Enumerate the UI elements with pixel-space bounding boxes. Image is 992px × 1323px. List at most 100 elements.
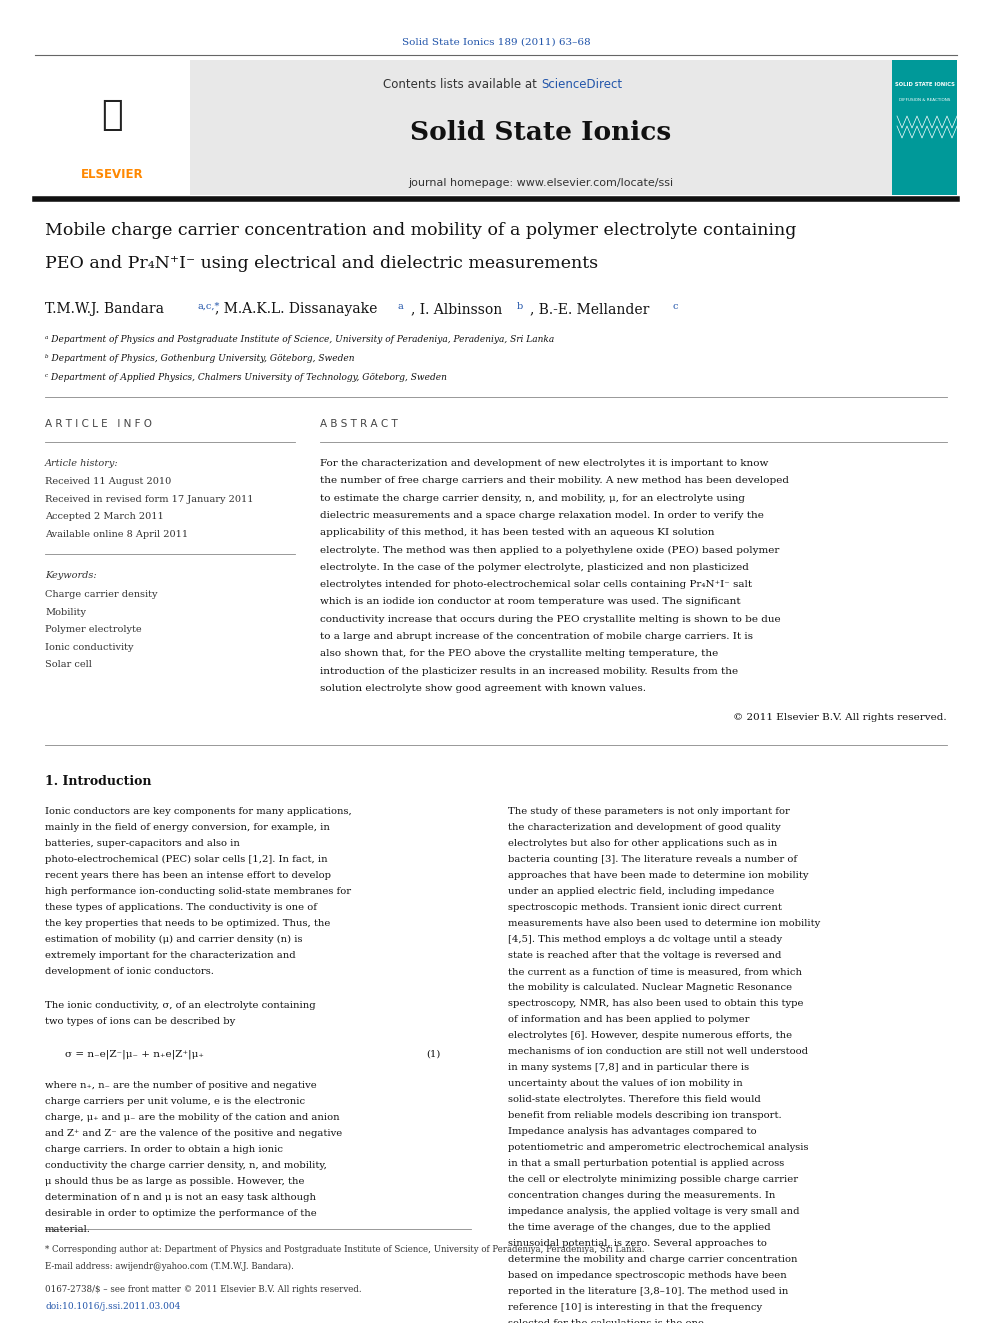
Text: Keywords:: Keywords: (45, 572, 96, 579)
Text: © 2011 Elsevier B.V. All rights reserved.: © 2011 Elsevier B.V. All rights reserved… (733, 713, 947, 722)
Text: For the characterization and development of new electrolytes it is important to : For the characterization and development… (320, 459, 769, 468)
Text: σ = n₋e|Z⁻|μ₋ + n₊e|Z⁺|μ₊: σ = n₋e|Z⁻|μ₋ + n₊e|Z⁺|μ₊ (65, 1049, 204, 1058)
Text: determination of n and μ is not an easy task although: determination of n and μ is not an easy … (45, 1193, 316, 1203)
Text: Ionic conductivity: Ionic conductivity (45, 643, 134, 651)
Text: bacteria counting [3]. The literature reveals a number of: bacteria counting [3]. The literature re… (508, 855, 798, 864)
Text: conductivity the charge carrier density, n, and mobility,: conductivity the charge carrier density,… (45, 1162, 327, 1171)
Text: the time average of the changes, due to the applied: the time average of the changes, due to … (508, 1224, 771, 1232)
Text: electrolytes intended for photo-electrochemical solar cells containing Pr₄N⁺I⁻ s: electrolytes intended for photo-electroc… (320, 579, 752, 589)
Text: potentiometric and amperometric electrochemical analysis: potentiometric and amperometric electroc… (508, 1143, 808, 1152)
Text: the characterization and development of good quality: the characterization and development of … (508, 823, 781, 832)
Text: the cell or electrolyte minimizing possible charge carrier: the cell or electrolyte minimizing possi… (508, 1175, 799, 1184)
Text: DIFFUSION & REACTIONS: DIFFUSION & REACTIONS (899, 98, 950, 102)
Text: 🌲: 🌲 (101, 98, 123, 132)
Text: electrolyte. The method was then applied to a polyethylene oxide (PEO) based pol: electrolyte. The method was then applied… (320, 545, 780, 554)
Text: reported in the literature [3,8–10]. The method used in: reported in the literature [3,8–10]. The… (508, 1287, 789, 1297)
Text: selected for the calculations is the one: selected for the calculations is the one (508, 1319, 704, 1323)
Text: the current as a function of time is measured, from which: the current as a function of time is mea… (508, 967, 802, 976)
Text: A B S T R A C T: A B S T R A C T (320, 419, 398, 429)
Text: 1. Introduction: 1. Introduction (45, 775, 152, 789)
Bar (892, 60, 957, 194)
Text: ᶜ Department of Applied Physics, Chalmers University of Technology, Göteborg, Sw: ᶜ Department of Applied Physics, Chalmer… (45, 373, 446, 382)
Text: Accepted 2 March 2011: Accepted 2 March 2011 (45, 512, 164, 521)
Text: spectroscopy, NMR, has also been used to obtain this type: spectroscopy, NMR, has also been used to… (508, 999, 804, 1008)
Text: mainly in the field of energy conversion, for example, in: mainly in the field of energy conversion… (45, 823, 330, 832)
Text: Solid State Ionics: Solid State Ionics (411, 120, 672, 146)
Text: approaches that have been made to determine ion mobility: approaches that have been made to determ… (508, 872, 808, 880)
Text: extremely important for the characterization and: extremely important for the characteriza… (45, 951, 296, 960)
Bar (35, 60, 957, 194)
Text: a: a (397, 302, 403, 311)
Text: conductivity increase that occurs during the PEO crystallite melting is shown to: conductivity increase that occurs during… (320, 615, 781, 623)
Text: ᵃ Department of Physics and Postgraduate Institute of Science, University of Per: ᵃ Department of Physics and Postgraduate… (45, 335, 555, 344)
Text: benefit from reliable models describing ion transport.: benefit from reliable models describing … (508, 1111, 782, 1121)
Text: Mobility: Mobility (45, 607, 86, 617)
Text: photo-electrochemical (PEC) solar cells [1,2]. In fact, in: photo-electrochemical (PEC) solar cells … (45, 855, 327, 864)
Text: Article history:: Article history: (45, 459, 119, 468)
Text: based on impedance spectroscopic methods have been: based on impedance spectroscopic methods… (508, 1271, 787, 1281)
Text: The ionic conductivity, σ, of an electrolyte containing: The ionic conductivity, σ, of an electro… (45, 1002, 315, 1011)
Text: Charge carrier density: Charge carrier density (45, 590, 158, 599)
Bar (35, 60, 190, 194)
Text: solution electrolyte show good agreement with known values.: solution electrolyte show good agreement… (320, 684, 646, 693)
Text: also shown that, for the PEO above the crystallite melting temperature, the: also shown that, for the PEO above the c… (320, 650, 718, 659)
Text: which is an iodide ion conductor at room temperature was used. The significant: which is an iodide ion conductor at room… (320, 598, 741, 606)
Text: the mobility is calculated. Nuclear Magnetic Resonance: the mobility is calculated. Nuclear Magn… (508, 983, 793, 992)
Text: , B.-E. Mellander: , B.-E. Mellander (530, 302, 650, 316)
Text: introduction of the plasticizer results in an increased mobility. Results from t: introduction of the plasticizer results … (320, 667, 738, 676)
Text: recent years there has been an intense effort to develop: recent years there has been an intense e… (45, 872, 331, 880)
Text: dielectric measurements and a space charge relaxation model. In order to verify : dielectric measurements and a space char… (320, 511, 764, 520)
Text: material.: material. (45, 1225, 91, 1234)
Text: spectroscopic methods. Transient ionic direct current: spectroscopic methods. Transient ionic d… (508, 904, 782, 912)
Text: applicability of this method, it has been tested with an aqueous KI solution: applicability of this method, it has bee… (320, 528, 714, 537)
Text: charge carriers. In order to obtain a high ionic: charge carriers. In order to obtain a hi… (45, 1146, 283, 1154)
Text: concentration changes during the measurements. In: concentration changes during the measure… (508, 1191, 776, 1200)
Text: reference [10] is interesting in that the frequency: reference [10] is interesting in that th… (508, 1303, 762, 1312)
Text: where n₊, n₋ are the number of positive and negative: where n₊, n₋ are the number of positive … (45, 1081, 316, 1090)
Text: to estimate the charge carrier density, n, and mobility, μ, for an electrolyte u: to estimate the charge carrier density, … (320, 493, 745, 503)
Text: electrolytes [6]. However, despite numerous efforts, the: electrolytes [6]. However, despite numer… (508, 1031, 793, 1040)
Text: [4,5]. This method employs a dc voltage until a steady: [4,5]. This method employs a dc voltage … (508, 935, 782, 945)
Text: these types of applications. The conductivity is one of: these types of applications. The conduct… (45, 904, 317, 912)
Text: ScienceDirect: ScienceDirect (541, 78, 622, 91)
Text: the number of free charge carriers and their mobility. A new method has been dev: the number of free charge carriers and t… (320, 476, 789, 486)
Text: Polymer electrolyte: Polymer electrolyte (45, 624, 142, 634)
Text: T.M.W.J. Bandara: T.M.W.J. Bandara (45, 302, 164, 316)
Text: in that a small perturbation potential is applied across: in that a small perturbation potential i… (508, 1159, 785, 1168)
Text: a,c,*: a,c,* (197, 302, 219, 311)
Text: electrolyte. In the case of the polymer electrolyte, plasticized and non plastic: electrolyte. In the case of the polymer … (320, 562, 749, 572)
Text: μ should thus be as large as possible. However, the: μ should thus be as large as possible. H… (45, 1177, 305, 1187)
Text: under an applied electric field, including impedance: under an applied electric field, includi… (508, 888, 775, 896)
Text: Available online 8 April 2011: Available online 8 April 2011 (45, 529, 188, 538)
Text: 0167-2738/$ – see front matter © 2011 Elsevier B.V. All rights reserved.: 0167-2738/$ – see front matter © 2011 El… (45, 1285, 362, 1294)
Text: to a large and abrupt increase of the concentration of mobile charge carriers. I: to a large and abrupt increase of the co… (320, 632, 753, 642)
Text: measurements have also been used to determine ion mobility: measurements have also been used to dete… (508, 919, 820, 929)
Text: b: b (517, 302, 523, 311)
Text: (1): (1) (427, 1049, 441, 1058)
Text: SOLID STATE IONICS: SOLID STATE IONICS (895, 82, 954, 87)
Text: Contents lists available at: Contents lists available at (383, 78, 541, 91)
Text: mechanisms of ion conduction are still not well understood: mechanisms of ion conduction are still n… (508, 1048, 808, 1056)
Text: , I. Albinsson: , I. Albinsson (411, 302, 502, 316)
Text: high performance ion-conducting solid-state membranes for: high performance ion-conducting solid-st… (45, 888, 351, 896)
Text: ᵇ Department of Physics, Gothenburg University, Göteborg, Sweden: ᵇ Department of Physics, Gothenburg Univ… (45, 355, 354, 363)
Text: desirable in order to optimize the performance of the: desirable in order to optimize the perfo… (45, 1209, 316, 1218)
Text: the key properties that needs to be optimized. Thus, the: the key properties that needs to be opti… (45, 919, 330, 929)
Text: Received 11 August 2010: Received 11 August 2010 (45, 478, 172, 486)
Text: batteries, super-capacitors and also in: batteries, super-capacitors and also in (45, 839, 240, 848)
Text: two types of ions can be described by: two types of ions can be described by (45, 1017, 235, 1027)
Text: c: c (672, 302, 678, 311)
Text: solid-state electrolytes. Therefore this field would: solid-state electrolytes. Therefore this… (508, 1095, 761, 1105)
Text: uncertainty about the values of ion mobility in: uncertainty about the values of ion mobi… (508, 1080, 743, 1089)
Text: determine the mobility and charge carrier concentration: determine the mobility and charge carrie… (508, 1256, 798, 1265)
Text: sinusoidal potential, is zero. Several approaches to: sinusoidal potential, is zero. Several a… (508, 1240, 767, 1248)
Text: PEO and Pr₄N⁺I⁻ using electrical and dielectric measurements: PEO and Pr₄N⁺I⁻ using electrical and die… (45, 255, 598, 273)
Text: The study of these parameters is not only important for: The study of these parameters is not onl… (508, 807, 790, 816)
Text: charge, μ₊ and μ₋ are the mobility of the cation and anion: charge, μ₊ and μ₋ are the mobility of th… (45, 1113, 339, 1122)
Text: development of ionic conductors.: development of ionic conductors. (45, 967, 214, 976)
Text: state is reached after that the voltage is reversed and: state is reached after that the voltage … (508, 951, 782, 960)
Text: Solar cell: Solar cell (45, 660, 92, 669)
Text: Impedance analysis has advantages compared to: Impedance analysis has advantages compar… (508, 1127, 757, 1136)
Text: journal homepage: www.elsevier.com/locate/ssi: journal homepage: www.elsevier.com/locat… (409, 179, 674, 188)
Text: estimation of mobility (μ) and carrier density (n) is: estimation of mobility (μ) and carrier d… (45, 935, 303, 945)
